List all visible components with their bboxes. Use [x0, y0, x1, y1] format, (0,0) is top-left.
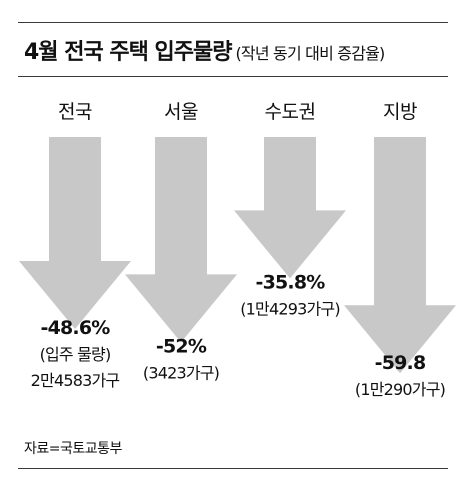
title-row: 4월 전국 주택 입주물량 (작년 동기 대비 증감율) — [24, 34, 385, 66]
title-rule — [18, 76, 448, 77]
source-note: 자료=국토교통부 — [24, 441, 122, 457]
arrow-bar-3 — [234, 137, 346, 279]
arrow-bar-4 — [344, 137, 456, 374]
value-label-1: -48.6% — [40, 317, 110, 339]
chart-title: 4월 전국 주택 입주물량 — [24, 40, 232, 65]
chart-subtitle: (작년 동기 대비 증감율) — [235, 44, 385, 63]
note-label-1-1: (입주 물량) — [40, 345, 111, 364]
arrow-bar-2 — [125, 137, 237, 343]
arrow-bar-1 — [19, 137, 131, 329]
category-label-1: 전국 — [58, 101, 92, 123]
note-label-3-1: (1만4293가구) — [240, 299, 340, 318]
category-label-4: 지방 — [383, 101, 417, 123]
top-rule — [18, 22, 448, 23]
value-label-3: -35.8% — [255, 271, 325, 293]
note-label-2-1: (3423가구) — [143, 363, 219, 382]
value-label-4: -59.8 — [375, 352, 426, 374]
category-label-2: 서울 — [164, 101, 198, 123]
note-label-1-2: 2만4583가구 — [31, 371, 120, 390]
bottom-rule — [18, 468, 448, 469]
category-label-3: 수도권 — [265, 101, 316, 123]
value-label-2: -52% — [156, 335, 207, 357]
note-label-4-1: (1만290가구) — [355, 380, 445, 399]
